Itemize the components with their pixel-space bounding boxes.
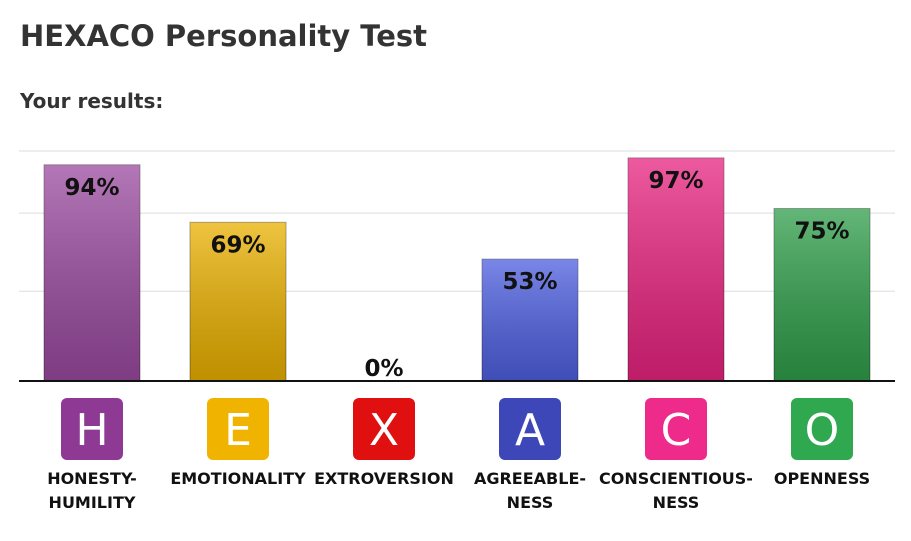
page-title: HEXACO Personality Test: [20, 19, 427, 53]
icon-box: [499, 398, 561, 460]
x-tick-label: EMOTIONALITY: [170, 469, 306, 488]
bar-shade: [44, 164, 140, 381]
bar-shade: [482, 259, 578, 381]
value-label: 94%: [64, 175, 119, 201]
x-tick-label: AGREEABLE-NESS: [474, 469, 586, 512]
value-label: 69%: [210, 232, 265, 258]
value-label: 97%: [648, 168, 703, 194]
icon-box: [61, 398, 123, 460]
icon-letter: C: [661, 405, 692, 456]
bar-shade: [628, 157, 724, 381]
icon-box: [645, 398, 707, 460]
icon-letter: O: [805, 405, 840, 456]
x-tick-label: HONESTY-HUMILITY: [47, 469, 137, 512]
x-tick-label: OPENNESS: [774, 469, 870, 488]
x-tick-label: CONSCIENTIOUS-NESS: [599, 469, 753, 512]
value-label: 75%: [794, 219, 849, 245]
value-label: 53%: [502, 269, 557, 295]
icon-box: [791, 398, 853, 460]
icon-letter: A: [515, 405, 545, 456]
bar-shade: [190, 222, 286, 381]
bar-shade: [774, 208, 870, 381]
icon-letter: E: [224, 405, 252, 456]
value-label: 0%: [364, 356, 403, 382]
icon-letter: H: [75, 405, 108, 456]
icon-box: [353, 398, 415, 460]
subtitle: Your results:: [19, 89, 163, 113]
icon-box: [207, 398, 269, 460]
x-tick-label: EXTROVERSION: [314, 469, 454, 488]
icon-letter: X: [369, 405, 399, 456]
